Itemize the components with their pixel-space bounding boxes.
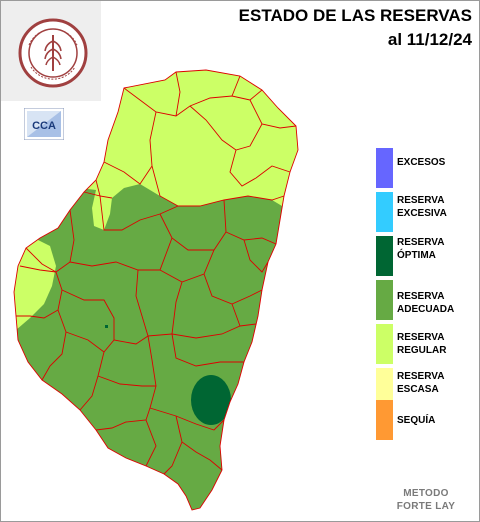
cca-logo: CCA [23,107,65,141]
map-title: ESTADO DE LAS RESERVAS al 11/12/24 [239,4,472,52]
zone-regular-north [80,70,298,230]
legend-label-reserva-escasa: RESERVA ESCASA [397,371,445,395]
zone-optima-small [105,325,108,328]
legend-swatch-reserva-escasa [376,368,393,408]
legend-label-excesos: EXCESOS [397,157,446,168]
title-line-2: al 11/12/24 [387,30,472,49]
cca-badge-text: CCA [32,120,56,132]
legend-swatch-reserva-adecuada [376,280,393,320]
title-line-1: ESTADO DE LAS RESERVAS [238,6,472,25]
legend-label-reserva-excesiva: RESERVA EXCESIVA [397,195,447,219]
bolsa-cereales-logo [1,1,101,101]
legend-swatch-excesos [376,148,393,188]
legend-swatch-sequia [376,400,393,440]
legend-swatch-reserva-regular [376,324,393,364]
legend-swatch-reserva-excesiva [376,192,393,232]
legend-label-sequia: SEQUÍA [397,415,436,426]
zone-regular-west [14,236,56,334]
zone-optima [191,375,231,425]
method-label: METODO FORTE LAY [396,488,456,512]
department-borders [13,69,299,511]
legend-swatch-reserva-optima [376,236,393,276]
legend-label-reserva-optima: RESERVA ÓPTIMA [397,237,445,261]
seal-icon [18,18,88,88]
legend-label-reserva-adecuada: RESERVA ADECUADA [397,291,455,315]
legend-label-reserva-regular: RESERVA REGULAR [397,332,447,356]
